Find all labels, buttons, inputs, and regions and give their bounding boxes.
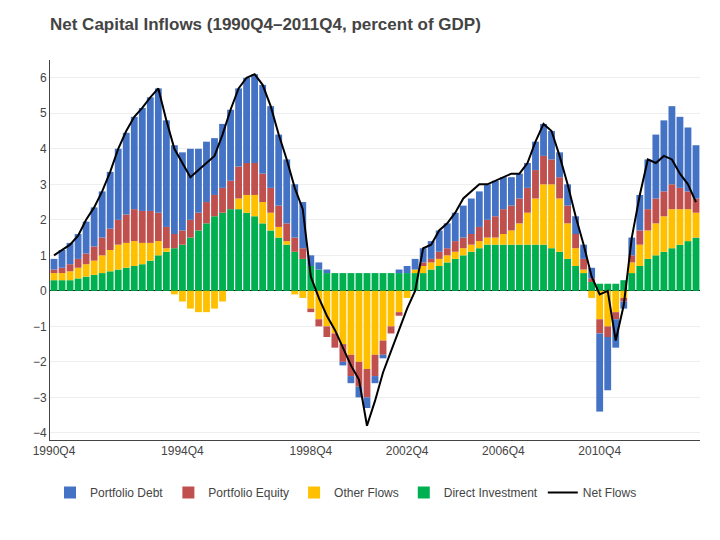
svg-text:3: 3 — [40, 178, 47, 192]
svg-text:−1: −1 — [33, 320, 47, 334]
svg-text:2006Q4: 2006Q4 — [482, 444, 525, 458]
svg-text:−2: −2 — [33, 355, 47, 369]
svg-text:Net Flows: Net Flows — [583, 486, 636, 500]
svg-text:Other Flows: Other Flows — [334, 486, 399, 500]
svg-text:−4: −4 — [33, 426, 47, 440]
svg-text:1994Q4: 1994Q4 — [161, 444, 204, 458]
svg-text:1: 1 — [40, 249, 47, 263]
svg-text:Portfolio Equity: Portfolio Equity — [208, 486, 289, 500]
svg-text:2002Q4: 2002Q4 — [386, 444, 429, 458]
svg-text:0: 0 — [40, 284, 47, 298]
svg-text:Direct Investment: Direct Investment — [444, 486, 538, 500]
svg-text:Portfolio Debt: Portfolio Debt — [90, 486, 163, 500]
svg-text:−3: −3 — [33, 391, 47, 405]
svg-text:Net Capital Inflows (1990Q4–20: Net Capital Inflows (1990Q4–2011Q4, perc… — [50, 15, 481, 34]
svg-text:2: 2 — [40, 213, 47, 227]
svg-text:1998Q4: 1998Q4 — [289, 444, 332, 458]
svg-text:5: 5 — [40, 106, 47, 120]
svg-text:6: 6 — [40, 71, 47, 85]
svg-text:4: 4 — [40, 142, 47, 156]
svg-text:2010Q4: 2010Q4 — [578, 444, 621, 458]
svg-text:1990Q4: 1990Q4 — [33, 444, 76, 458]
